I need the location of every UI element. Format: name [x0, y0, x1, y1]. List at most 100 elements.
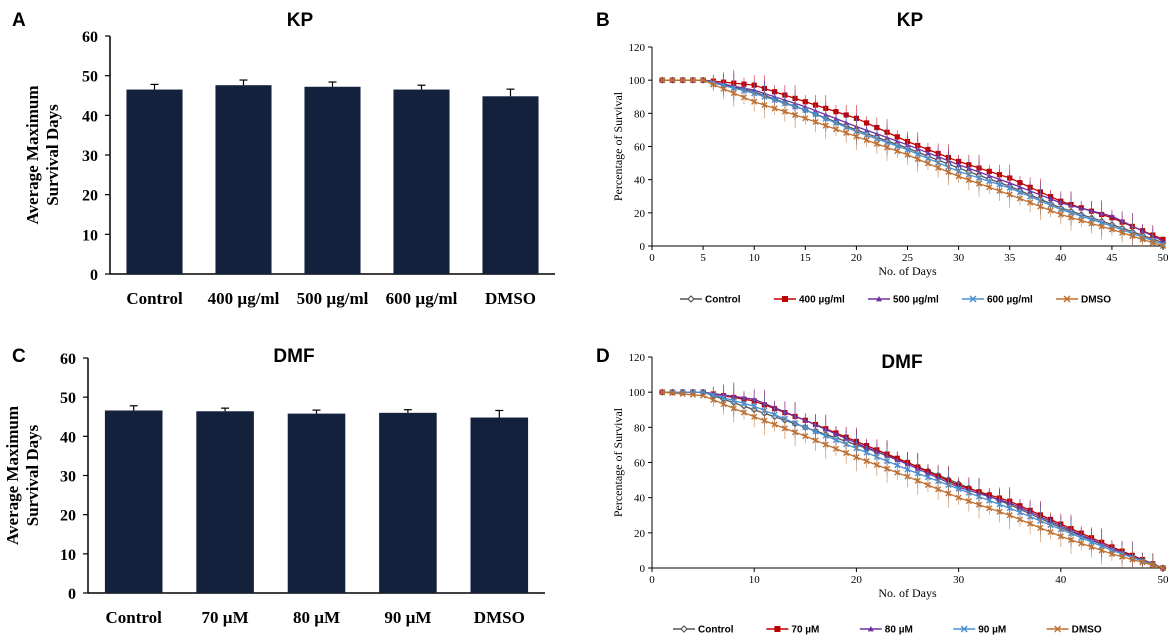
x-tick-label: 5 — [700, 252, 706, 264]
data-point — [1129, 556, 1136, 563]
legend-label: DMSO — [1072, 625, 1102, 636]
x-tick-label: 20 — [851, 574, 863, 586]
y-tick-label: 80 — [634, 108, 646, 120]
data-point — [791, 111, 799, 119]
data-point — [1119, 229, 1126, 236]
data-point — [914, 477, 921, 484]
data-point — [1159, 242, 1167, 250]
y-tick-label: 100 — [629, 387, 646, 399]
y-tick-label: 40 — [60, 429, 76, 446]
category-label: 80 µM — [293, 608, 340, 627]
y-tick-label: 0 — [640, 563, 646, 575]
data-point — [873, 140, 880, 147]
series-line — [662, 391, 1164, 569]
data-point — [832, 126, 840, 133]
data-point — [975, 501, 983, 508]
x-tick-label: 0 — [649, 574, 655, 586]
data-point — [935, 164, 942, 171]
y-tick-label: 40 — [634, 493, 646, 505]
series-line — [662, 391, 1164, 569]
x-tick-label: 50 — [1158, 252, 1170, 264]
legend-label: 500 µg/ml — [893, 295, 939, 306]
data-point — [659, 77, 666, 84]
data-point — [1098, 547, 1105, 554]
series-line — [662, 79, 1164, 245]
data-point — [740, 400, 748, 407]
data-point — [1098, 223, 1105, 230]
data-point — [802, 433, 809, 440]
x-tick-label: 0 — [649, 252, 655, 264]
y-tick-label: 120 — [629, 352, 646, 364]
data-point — [740, 409, 748, 416]
y-tick-label: 60 — [634, 142, 646, 154]
y-tick-label: 50 — [60, 390, 76, 407]
legend-label: DMSO — [1081, 295, 1111, 306]
data-point — [924, 160, 932, 167]
data-point — [781, 425, 788, 432]
bar — [482, 96, 539, 274]
y-axis-label: Percentage of Survival — [611, 91, 625, 201]
data-point — [1078, 217, 1085, 224]
data-point — [822, 441, 829, 448]
legend-label: 80 µM — [885, 625, 913, 636]
y-axis-label: Percentage of Survival — [611, 407, 625, 517]
data-point — [680, 625, 688, 633]
legend-label: 400 µg/ml — [799, 295, 845, 306]
data-point — [1129, 232, 1136, 240]
y-tick-label: 40 — [82, 108, 98, 125]
x-tick-label: 30 — [953, 574, 965, 586]
y-tick-label: 40 — [634, 175, 646, 187]
data-point — [894, 469, 901, 476]
data-point — [924, 481, 932, 489]
bar — [104, 410, 163, 593]
y-tick-label: 20 — [634, 528, 646, 540]
x-tick-label: 10 — [749, 252, 761, 264]
data-point — [710, 396, 717, 403]
data-point — [904, 473, 911, 480]
x-tick-label: 10 — [749, 574, 761, 586]
chart-title-a: KP — [286, 10, 314, 31]
x-tick-label: 40 — [1055, 252, 1067, 264]
data-point — [894, 462, 901, 469]
y-axis-label: Average Maximum — [23, 86, 42, 225]
y-tick-label: 60 — [60, 351, 76, 368]
panel-label-b: B — [596, 10, 610, 31]
data-point — [812, 437, 819, 444]
data-point — [659, 389, 666, 396]
data-point — [853, 454, 860, 461]
legend-label: 600 µg/ml — [987, 295, 1033, 306]
panel-label-a: A — [12, 10, 26, 31]
category-label: 400 µg/ml — [208, 289, 280, 308]
data-point — [914, 156, 921, 163]
data-point — [853, 133, 860, 140]
data-point — [1067, 536, 1075, 543]
legend-label: Control — [705, 295, 741, 306]
y-tick-label: 60 — [82, 29, 98, 46]
data-point — [843, 129, 850, 136]
bar — [287, 413, 346, 593]
series-1 — [659, 383, 1166, 571]
data-point — [986, 184, 993, 191]
y-tick-label: 20 — [82, 188, 98, 205]
data-point — [833, 109, 839, 115]
bar — [470, 417, 529, 593]
data-point — [1139, 559, 1146, 566]
data-point — [771, 105, 778, 112]
data-point — [1160, 238, 1166, 244]
y-tick-label: 30 — [82, 148, 98, 165]
data-point — [771, 421, 778, 428]
data-point — [832, 436, 840, 444]
data-point — [679, 390, 686, 398]
data-point — [1057, 211, 1064, 218]
data-point — [876, 296, 882, 302]
chart-title-c: DMF — [273, 346, 315, 367]
data-point — [720, 401, 727, 408]
data-point — [822, 122, 829, 129]
data-point — [975, 180, 983, 187]
data-point — [781, 108, 788, 115]
legend-label: Control — [698, 625, 734, 636]
legend-item: 70 µM — [766, 625, 819, 636]
y-axis-label: Survival Days — [43, 104, 62, 206]
